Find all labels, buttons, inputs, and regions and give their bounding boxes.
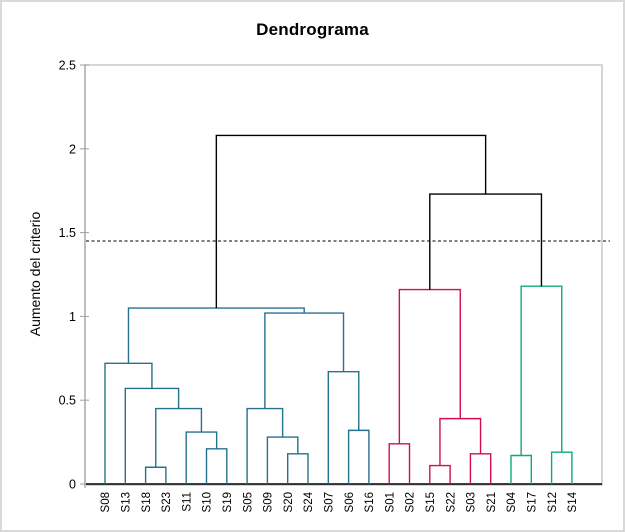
dendrogram-branch — [398, 288, 461, 444]
x-axis-label: S09 — [263, 492, 275, 512]
dendrogram-branch — [266, 436, 299, 484]
dendrogram-branch — [185, 431, 218, 484]
dendrogram-branch — [144, 466, 167, 484]
x-axis-label: S16 — [364, 492, 376, 512]
x-axis-label: S02 — [405, 492, 417, 512]
x-axis-label: S24 — [303, 491, 315, 512]
chart-title: Dendrograma — [256, 20, 369, 39]
dendrogram-branch — [124, 387, 180, 484]
x-axis-label: S14 — [567, 491, 579, 512]
y-tick-label: 0.5 — [59, 394, 76, 408]
dendrogram-branch — [104, 362, 153, 484]
x-axis-label: S22 — [445, 492, 457, 512]
dendrogram-branch — [205, 448, 228, 484]
y-tick-label: 1 — [69, 310, 76, 324]
x-axis-label: S03 — [466, 492, 478, 512]
dendrogram-branch — [388, 443, 411, 484]
x-axis-label: S12 — [547, 492, 559, 512]
dendrogram-branch — [264, 312, 345, 409]
dendrogram-branch — [429, 193, 543, 290]
x-axis-label: S13 — [121, 492, 133, 512]
x-axis-label: S23 — [161, 492, 173, 512]
dendrogram-branch — [550, 451, 573, 484]
dendrogram-branch — [215, 134, 487, 309]
x-axis-label: S08 — [100, 492, 112, 512]
x-axis-label: S15 — [425, 492, 437, 512]
dendrogram-branch — [510, 454, 532, 484]
dendrogram-branch — [439, 417, 482, 466]
x-axis-label: S20 — [283, 492, 295, 512]
dendrogram-branch — [246, 407, 284, 484]
x-axis-label: S11 — [181, 492, 193, 512]
dendrogram-branch — [127, 307, 305, 364]
dendrogram-branch — [347, 429, 370, 484]
dendrogram-branch — [287, 453, 309, 484]
y-tick-label: 0 — [69, 478, 76, 492]
y-tick-label: 2.5 — [59, 59, 76, 73]
x-axis-label: S05 — [242, 492, 254, 512]
x-axis-label: S17 — [527, 492, 539, 512]
x-axis-label: S10 — [202, 492, 214, 512]
x-axis-label: S07 — [324, 492, 336, 512]
dendrogram-branch — [429, 464, 451, 484]
dendrogram-branch — [469, 453, 492, 484]
x-axis-label: S18 — [141, 492, 153, 512]
x-axis-label: S19 — [222, 492, 234, 512]
x-axis-label: S06 — [344, 492, 356, 512]
x-axis-label: S01 — [384, 492, 396, 512]
x-axis-label: S21 — [486, 492, 498, 512]
dendrogram-branch — [327, 371, 360, 484]
y-tick-label: 2 — [69, 142, 76, 156]
dendrogram-branch — [155, 407, 203, 468]
y-tick-label: 1.5 — [59, 226, 76, 240]
plot-frame — [84, 64, 603, 486]
x-axis-label: S04 — [506, 491, 518, 512]
dendrogram-branch — [520, 285, 563, 456]
